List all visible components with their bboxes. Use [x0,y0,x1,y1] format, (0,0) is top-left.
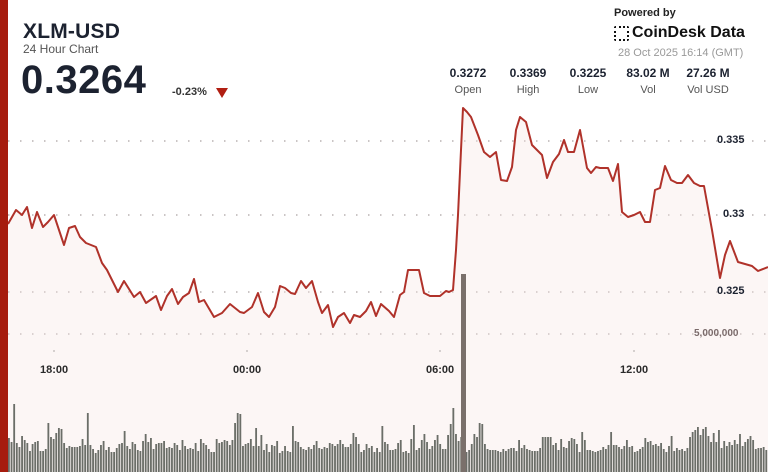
price-line [7,107,768,328]
stat-low: 0.3225 Low [558,66,618,96]
brand-name: CoinDesk Data [632,24,745,41]
stat-label: Low [577,84,599,96]
stat-label: Open [454,84,482,96]
stat-value: 0.3272 [449,66,487,80]
powered-by-label: Powered by [614,7,676,19]
timestamp: 28 Oct 2025 16:14 (GMT) [618,47,744,59]
volume-axis-label: 5,000,000 [694,328,739,339]
coindesk-logo-icon [614,25,629,41]
stat-vol: 83.02 M Vol [618,66,678,96]
brand-logo: CoinDesk Data [614,24,745,42]
current-price: 0.3264 [21,58,147,102]
stat-high: 0.3369 High [498,66,558,96]
stats-row: 0.3272 Open 0.3369 High 0.3225 Low 83.02 M V… [438,66,738,96]
price-area [8,108,768,472]
price-change: -0.23% [172,86,207,98]
stat-label: High [516,84,540,96]
stat-value: 0.3225 [569,66,607,80]
y-axis-label-033: 0.33 [723,208,745,220]
stat-label: Vol USD [687,84,729,96]
volume-bars [8,274,768,472]
symbol-title: XLM-USD [23,20,121,43]
down-arrow-icon [216,88,228,98]
x-axis-label-0600: 06:00 [426,364,455,376]
x-axis-label-1200: 12:00 [620,364,649,376]
stat-value: 83.02 M [626,66,670,80]
accent-bar [0,0,8,472]
stat-value: 0.3369 [509,66,547,80]
y-axis-label-0325: 0.325 [717,285,745,297]
stat-label: Vol [640,84,656,96]
stat-value: 27.26 M [686,66,730,80]
x-axis-label-0000: 00:00 [233,364,262,376]
stat-open: 0.3272 Open [438,66,498,96]
x-axis-label-1800: 18:00 [40,364,69,376]
stat-vol-usd: 27.26 M Vol USD [678,66,738,96]
y-axis-label-0335: 0.335 [717,134,745,146]
chart-subtitle: 24 Hour Chart [23,42,99,56]
